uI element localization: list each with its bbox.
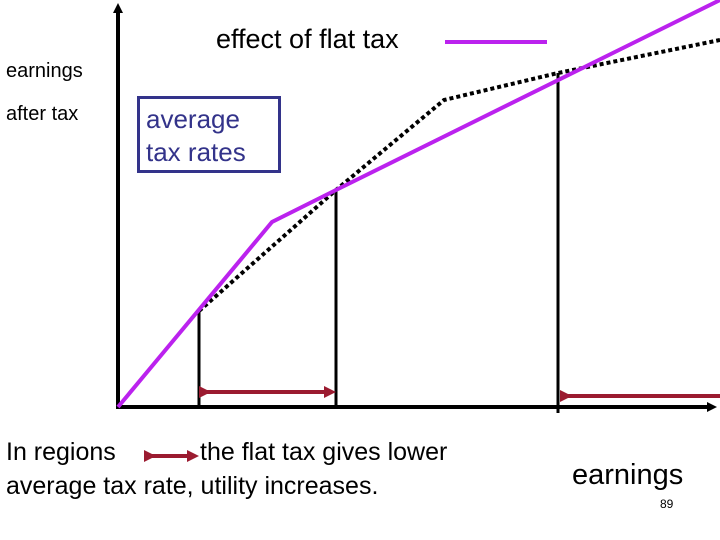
y-axis-label-line2: after tax: [6, 103, 79, 125]
legend-label: effect of flat tax: [216, 24, 399, 54]
caption-lead: In regions: [6, 438, 116, 466]
x-axis-label: earnings: [572, 459, 684, 491]
progressive-tax-line: [197, 38, 720, 313]
box-text-line2: tax rates: [146, 137, 246, 167]
box-text-line1: average: [146, 104, 240, 134]
average-tax-rates-box: average tax rates: [137, 96, 281, 173]
caption-rest: the flat tax gives lower: [200, 438, 448, 466]
caption-line2: average tax rate, utility increases.: [6, 472, 379, 500]
y-axis-label-line1: earnings: [6, 60, 83, 82]
flat-tax-line: [116, 0, 720, 409]
page-number: 89: [660, 497, 674, 511]
